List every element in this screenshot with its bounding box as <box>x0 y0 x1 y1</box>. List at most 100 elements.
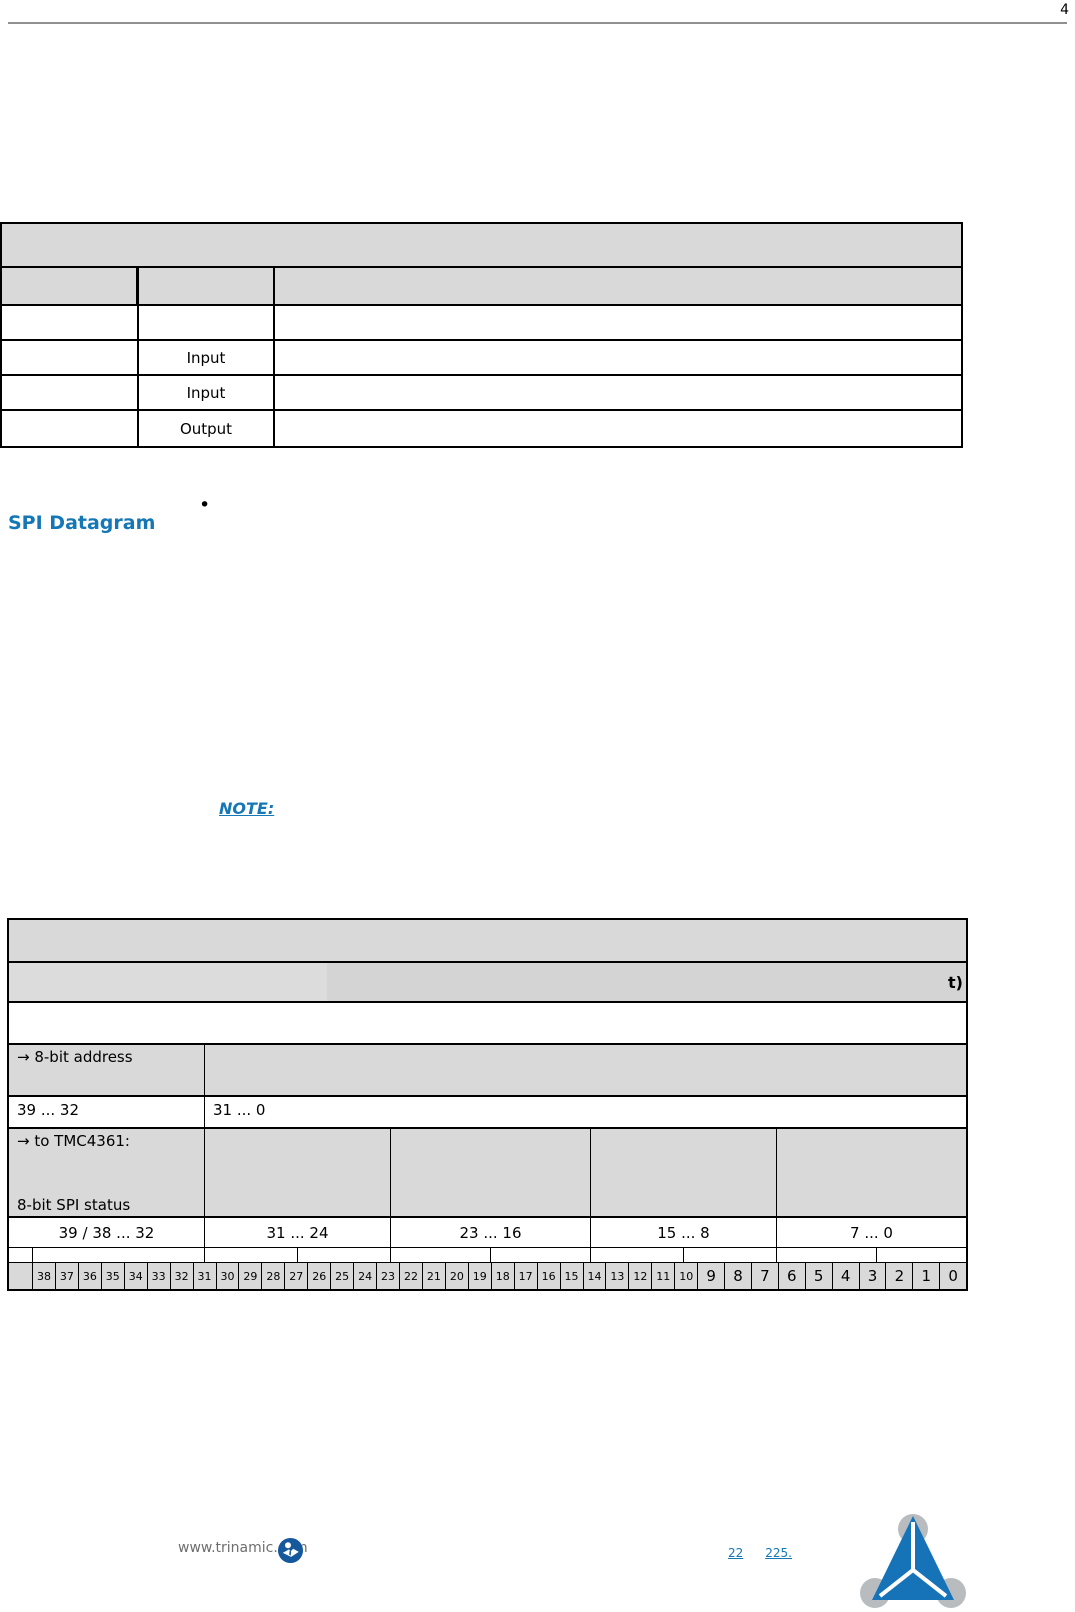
table-cell <box>777 1248 877 1262</box>
table-cell <box>9 1248 33 1262</box>
page-link[interactable]: 22 <box>728 1546 744 1560</box>
table-cell <box>298 1248 391 1262</box>
signal-table: Input Input Output <box>0 222 963 448</box>
bit-cell: 19 <box>468 1263 492 1289</box>
header-cell <box>139 268 275 304</box>
table-cell <box>777 1129 966 1216</box>
table-cell <box>591 1129 777 1216</box>
bit-cell: 2 <box>886 1263 914 1289</box>
table-cell <box>391 1248 491 1262</box>
table-cell <box>275 306 961 339</box>
bit-cell: 0 <box>940 1263 967 1289</box>
status-line2: 8-bit SPI status <box>17 1196 131 1214</box>
bit-cell: 21 <box>422 1263 446 1289</box>
bit-cell: 36 <box>78 1263 102 1289</box>
bit-cell: 3 <box>859 1263 887 1289</box>
address-row: → 8-bit address <box>9 1045 966 1097</box>
table-cell <box>684 1248 777 1262</box>
table-cell <box>2 376 139 409</box>
bit-cell: 12 <box>629 1263 653 1289</box>
bit-cell: 4 <box>832 1263 860 1289</box>
subheader-cell <box>9 963 327 1001</box>
bit-cell: 23 <box>377 1263 400 1289</box>
page-number: 4 <box>1060 2 1069 18</box>
bit-cell: 15 <box>560 1263 584 1289</box>
bit-cell: 28 <box>262 1263 286 1289</box>
io-direction-cell <box>139 306 275 339</box>
field-name-row <box>9 1248 966 1263</box>
bit-range-row: 39 ... 32 31 ... 0 <box>9 1097 966 1129</box>
bit-cell: 25 <box>331 1263 355 1289</box>
table-cell <box>205 1129 391 1216</box>
bit-cells: 38 37 36 35 34 33 32 31 30 29 28 27 26 25 24 23 22 21 20 19… <box>33 1263 967 1289</box>
bit-cell: 30 <box>216 1263 240 1289</box>
byte-header-cell: 31 ... 24 <box>205 1218 391 1247</box>
bit-cell: 20 <box>445 1263 469 1289</box>
section-heading: SPI Datagram <box>8 512 156 534</box>
table-cell <box>275 376 961 409</box>
byte-header-cell: 7 ... 0 <box>850 1223 893 1242</box>
datagram-subheader-row: t) <box>9 963 966 1003</box>
signal-table-body: Input Input Output <box>2 306 961 446</box>
datagram-title-band <box>9 920 966 963</box>
bit-lead-cell <box>9 1263 33 1289</box>
range-cell: 31 ... 0 <box>213 1101 266 1119</box>
bit-cell: 8 <box>725 1263 752 1289</box>
bit-cell: 31 <box>193 1263 217 1289</box>
table-cell <box>2 306 139 339</box>
table-cell <box>205 1045 966 1095</box>
table-cell <box>33 1248 205 1262</box>
table-cell <box>391 1129 591 1216</box>
bit-cell: 9 <box>698 1263 726 1289</box>
bit-cell: 27 <box>285 1263 309 1289</box>
bit-cell: 6 <box>778 1263 806 1289</box>
pages-total-link[interactable]: 225. <box>765 1546 792 1560</box>
signal-table-header-row <box>2 268 961 306</box>
bit-cell: 37 <box>55 1263 79 1289</box>
header-cell <box>2 268 139 304</box>
bit-cell: 5 <box>805 1263 833 1289</box>
spi-datagram-table: t) → 8-bit address 39 ... 32 31 ... 0 → … <box>7 918 968 1291</box>
byte-header-row: 39 / 38 ... 32 31 ... 24 23 ... 16 15 ... 8… <box>9 1218 966 1248</box>
io-direction-cell: Input <box>139 341 275 374</box>
bit-cell: 17 <box>514 1263 538 1289</box>
header-rule <box>8 22 1067 24</box>
footer-website: www.trinamic.com <box>178 1540 308 1556</box>
bit-number-row: 38 37 36 35 34 33 32 31 30 29 28 27 26 25 24 23 22 21 20 19… <box>9 1263 967 1289</box>
address-label-cell: → 8-bit address <box>9 1045 205 1095</box>
table-row <box>2 306 961 341</box>
signal-table-title-band <box>2 224 961 268</box>
bit-cell: 16 <box>537 1263 561 1289</box>
bit-cell: 24 <box>354 1263 378 1289</box>
byte-header-cell: 23 ... 16 <box>391 1218 591 1247</box>
bit-cell: 32 <box>170 1263 194 1289</box>
byte-header-cell: 15 ... 8 <box>591 1218 777 1247</box>
range-cell: 39 ... 32 <box>9 1097 205 1127</box>
byte-header-cell: 39 / 38 ... 32 <box>9 1218 205 1247</box>
status-label-cell: → to TMC4361: 8-bit SPI status <box>9 1129 205 1216</box>
table-row: Output <box>2 411 961 446</box>
bit-cell: 35 <box>101 1263 125 1289</box>
empty-row <box>9 1003 966 1045</box>
table-cell <box>275 341 961 374</box>
table-cell <box>275 411 961 446</box>
bit-cell: 33 <box>147 1263 171 1289</box>
table-cell <box>491 1248 591 1262</box>
bit-cell: 7 <box>751 1263 779 1289</box>
bit-cell: 10 <box>675 1263 699 1289</box>
note-label: NOTE: <box>219 799 275 818</box>
bit-cell: 13 <box>606 1263 630 1289</box>
bit-cell: 18 <box>491 1263 515 1289</box>
io-direction-cell: Input <box>139 376 275 409</box>
spi-status-row: → to TMC4361: 8-bit SPI status <box>9 1129 966 1218</box>
table-row: Input <box>2 341 961 376</box>
table-cell <box>205 1248 298 1262</box>
table-cell <box>591 1248 684 1262</box>
bit-cell: 34 <box>124 1263 148 1289</box>
bit-cell: 14 <box>583 1263 607 1289</box>
table-cell <box>877 1248 966 1262</box>
bit-cell: 29 <box>239 1263 263 1289</box>
status-line1: → to TMC4361: <box>17 1132 130 1150</box>
read-manual-icon <box>277 1537 304 1564</box>
